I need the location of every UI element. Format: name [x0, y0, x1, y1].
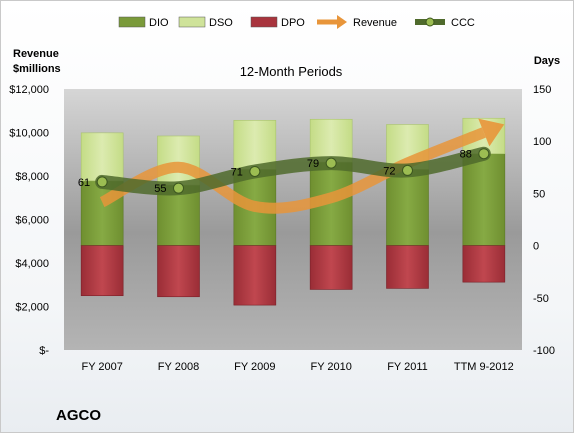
plot-area — [64, 89, 522, 350]
right-tick-label: 0 — [533, 241, 539, 253]
category-label: FY 2011 — [387, 361, 428, 373]
ccc-data-label: 72 — [383, 165, 395, 177]
right-axis-label: Days — [534, 55, 560, 67]
ccc-point — [478, 148, 490, 160]
category-label: FY 2010 — [310, 361, 351, 373]
category-label: FY 2008 — [158, 361, 199, 373]
ccc-data-label: 55 — [154, 183, 166, 195]
ccc-data-label: 88 — [460, 149, 472, 161]
revenue-arrowhead — [478, 118, 505, 147]
ccc-data-label: 61 — [78, 177, 90, 189]
dso-bar — [157, 135, 200, 186]
dpo-bar — [462, 245, 506, 283]
left-tick-label: $6,000 — [15, 215, 49, 227]
chart-title: 12-Month Periods — [240, 64, 343, 79]
category-axis: FY 2007 FY 2008 FY 2009 FY 2010 FY 2011 TTM 9… — [81, 361, 513, 373]
right-tick-label: -50 — [533, 293, 549, 305]
dso-bar — [80, 132, 124, 182]
legend-swatch-dpo — [250, 16, 278, 28]
ccc-data-label: 71 — [231, 166, 243, 178]
dpo-bar — [233, 245, 277, 306]
right-tick-label: -100 — [533, 345, 555, 357]
legend-label-dio: DIO — [149, 17, 169, 29]
legend-label-dso: DSO — [209, 17, 233, 29]
right-tick-label: 50 — [533, 188, 545, 200]
revenue-line — [99, 127, 486, 214]
dso-bar — [233, 120, 277, 170]
left-tick-label: $8,000 — [15, 171, 49, 183]
category-label: FY 2007 — [81, 361, 122, 373]
category-label: FY 2009 — [234, 361, 275, 373]
legend-marker-ccc — [425, 17, 435, 27]
dio-bar — [462, 153, 506, 246]
ccc-point — [249, 165, 261, 177]
legend-swatch-dio — [118, 16, 146, 28]
ccc-point — [325, 157, 337, 169]
left-tick-label: $2,000 — [15, 302, 49, 314]
left-tick-label: $10,000 — [9, 128, 49, 140]
ccc-point — [402, 164, 413, 176]
dpo-bar — [157, 245, 200, 298]
dpo-bar — [80, 245, 124, 297]
ccc-point — [173, 182, 184, 194]
ccc-point — [96, 176, 108, 188]
category-label: TTM 9-2012 — [454, 361, 514, 373]
dio-bar — [386, 169, 429, 246]
legend-swatch-dso — [178, 16, 206, 28]
legend: DIO DSO DPO Revenue CCC — [118, 15, 475, 29]
dpo-bar — [309, 245, 353, 290]
left-axis-label-line2: $millions — [13, 63, 61, 75]
legend-arrowhead-revenue — [337, 15, 347, 29]
left-axis-label-line1: Revenue — [13, 48, 59, 60]
ccc-line — [95, 146, 491, 196]
legend-label-dpo: DPO — [281, 17, 305, 29]
right-tick-label: 100 — [533, 136, 551, 148]
revenue-series — [99, 118, 505, 214]
dso-bar — [309, 118, 353, 163]
left-axis: $- $2,000 $4,000 $6,000 $8,000 $10,000 $12,000 — [9, 84, 49, 357]
dpo-bar — [386, 245, 429, 289]
company-label: AGCO — [56, 407, 101, 424]
ccc-series: 61 55 71 79 72 88 — [78, 146, 491, 196]
legend-label-revenue: Revenue — [353, 17, 397, 29]
ccc-data-label: 79 — [307, 158, 319, 170]
legend-label-ccc: CCC — [451, 17, 475, 29]
right-axis: -100 -50 0 50 100 150 — [533, 84, 555, 357]
left-tick-label: $12,000 — [9, 84, 49, 96]
left-tick-label: $- — [39, 345, 49, 357]
left-tick-label: $4,000 — [15, 258, 49, 270]
right-tick-label: 150 — [533, 84, 551, 96]
